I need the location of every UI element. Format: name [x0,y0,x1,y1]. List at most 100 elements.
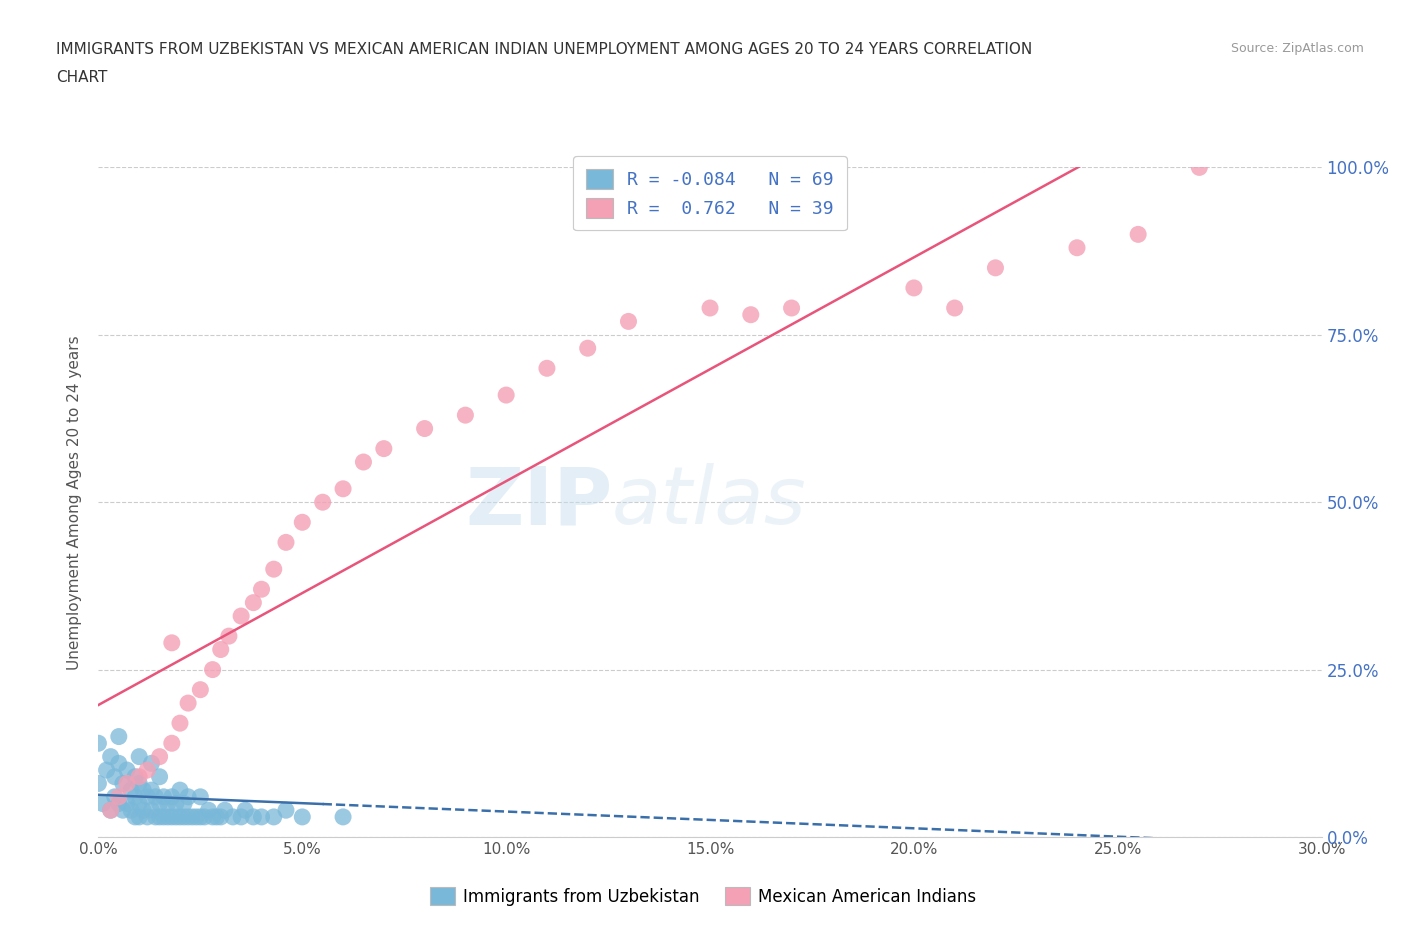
Point [124,769,146,784]
Point [145,790,167,804]
Point [149,769,172,784]
Point [104,769,127,784]
Point [128,750,150,764]
Point [332,809,354,824]
Point [136,790,159,804]
Point [165,796,187,811]
Point [124,809,146,824]
Point [291,809,314,824]
Point [149,809,172,824]
Point [454,407,477,422]
Point [115,776,138,790]
Point [128,796,150,811]
Point [209,642,232,657]
Point [188,809,212,824]
Point [111,803,134,817]
Point [165,809,187,824]
Point [740,307,762,322]
Point [160,736,183,751]
Point [242,595,264,610]
Point [188,683,212,698]
Point [181,809,204,824]
Point [413,421,436,436]
Point [149,796,172,811]
Point [231,608,253,623]
Point [984,260,1007,275]
Point [780,300,803,315]
Point [87,776,110,790]
Point [169,716,191,731]
Point [132,803,155,817]
Point [617,314,640,329]
Point [274,535,297,550]
Point [160,790,183,804]
Point [332,482,354,497]
Point [218,629,240,644]
Text: IMMIGRANTS FROM UZBEKISTAN VS MEXICAN AMERICAN INDIAN UNEMPLOYMENT AMONG AGES 20: IMMIGRANTS FROM UZBEKISTAN VS MEXICAN AM… [56,42,1032,57]
Point [96,763,118,777]
Point [274,803,297,817]
Point [173,809,195,824]
Text: CHART: CHART [56,70,108,85]
Point [352,455,374,470]
Point [136,809,159,824]
Point [160,635,183,650]
Point [186,809,208,824]
Point [291,515,314,530]
Point [193,809,215,824]
Point [108,729,131,744]
Text: Source: ZipAtlas.com: Source: ZipAtlas.com [1230,42,1364,55]
Point [250,582,273,597]
Point [108,796,131,811]
Point [115,796,138,811]
Point [145,809,167,824]
Point [141,783,163,798]
Point [120,803,142,817]
Point [177,809,200,824]
Point [128,809,150,824]
Point [100,803,122,817]
Point [201,809,224,824]
Point [1066,240,1088,255]
Point [201,662,224,677]
Point [149,750,172,764]
Point [132,783,155,798]
Point [108,756,131,771]
Point [100,750,122,764]
Point [214,803,236,817]
Legend: R = -0.084   N = 69, R =  0.762   N = 39: R = -0.084 N = 69, R = 0.762 N = 39 [574,156,846,231]
Point [188,790,212,804]
Point [120,783,142,798]
Point [141,803,163,817]
Point [576,340,599,355]
Point [136,763,159,777]
Point [1128,227,1150,242]
Legend: Immigrants from Uzbekistan, Mexican American Indians: Immigrants from Uzbekistan, Mexican Amer… [423,881,983,912]
Point [209,809,232,824]
Point [222,809,245,824]
Point [1188,160,1211,175]
Point [177,696,200,711]
Point [231,809,253,824]
Point [128,769,150,784]
Point [495,388,517,403]
Point [943,300,966,315]
Point [169,783,191,798]
Point [111,776,134,790]
Text: ZIP: ZIP [465,463,612,541]
Text: atlas: atlas [612,463,807,541]
Point [156,796,179,811]
Point [205,809,228,824]
Point [91,796,114,811]
Point [108,790,131,804]
Point [177,790,200,804]
Point [141,756,163,771]
Point [197,803,219,817]
Point [115,763,138,777]
Point [87,736,110,751]
Point [312,495,335,510]
Point [242,809,264,824]
Point [250,809,273,824]
Point [128,776,150,790]
Point [536,361,558,376]
